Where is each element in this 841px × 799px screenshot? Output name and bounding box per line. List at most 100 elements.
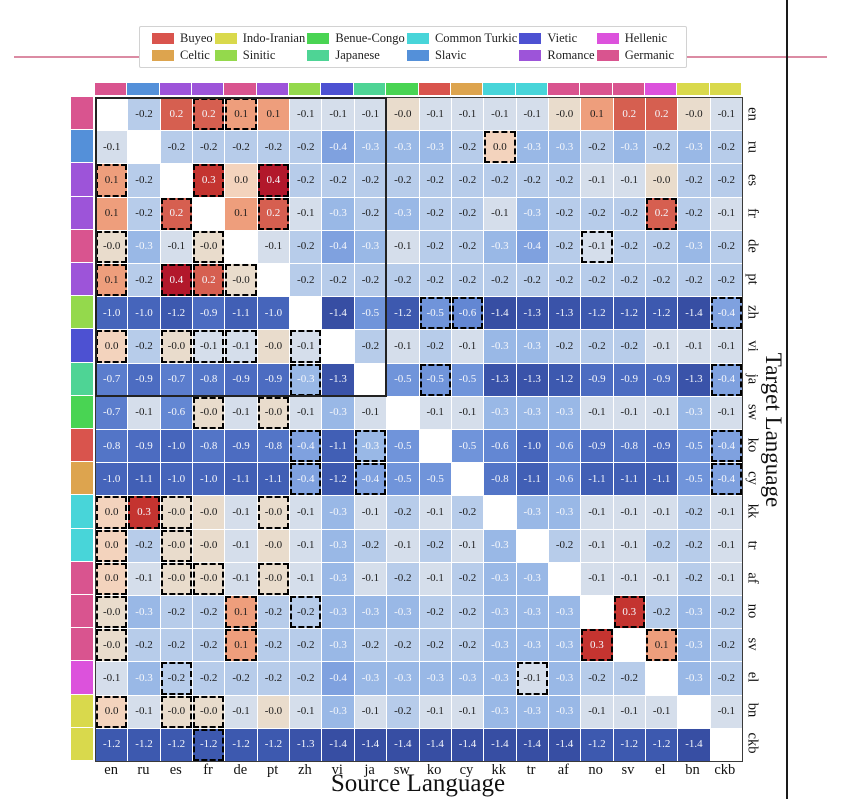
heatmap-cell-bn-cy: -0.1 [451, 695, 484, 728]
heatmap-cell-pt-ko: -0.2 [419, 264, 451, 297]
heatmap-cell-pt-es: 0.4 [160, 264, 193, 297]
legend-swatch-vietic [519, 33, 542, 44]
row-family-swatch-fr [71, 196, 93, 229]
heatmap-cell-ja-tr: -1.3 [516, 363, 548, 396]
heatmap-cell-tr-sw: -0.1 [387, 529, 419, 562]
heatmap-cell-vi-de: -0.1 [225, 330, 257, 363]
column-family-swatch-sv [612, 83, 644, 95]
heatmap-cell-es-ja: -0.2 [354, 164, 387, 197]
heatmap-cell-vi-bn: -0.1 [678, 330, 710, 363]
legend-label: Romance [547, 48, 595, 63]
legend-swatch-common-turkic [406, 33, 429, 44]
heatmap-cell-ckb-zh: -1.3 [290, 728, 322, 761]
y-tick-label-es: es [744, 173, 761, 186]
heatmap-cell-el-no: -0.2 [581, 662, 613, 695]
heatmap-cell-bn-ckb: -0.1 [710, 695, 742, 728]
heatmap-cell-ckb-ko: -1.4 [419, 728, 451, 761]
heatmap-cell-bn-ru: -0.1 [128, 695, 160, 728]
heatmap-cell-zh-cy: -0.6 [451, 297, 484, 330]
heatmap-cell-sv-zh: -0.2 [290, 629, 322, 662]
heatmap-cell-bn-de: -0.1 [225, 695, 257, 728]
column-family-swatch-zh [289, 83, 321, 95]
heatmap-cell-ckb-ja: -1.4 [354, 728, 387, 761]
heatmap-cell-vi-ru: -0.2 [128, 330, 160, 363]
heatmap-cell-ja-zh: -0.3 [290, 363, 322, 396]
heatmap-cell-bn-pt: -0.0 [257, 695, 290, 728]
heatmap-cell-en-cy: -0.1 [451, 98, 484, 131]
heatmap-cell-ko-sv: -0.8 [613, 430, 645, 463]
heatmap-cell-ru-no: -0.2 [581, 131, 613, 164]
heatmap-cell-bn-bn [678, 695, 710, 728]
heatmap-cell-ckb-es: -1.2 [160, 728, 193, 761]
heatmap-cell-el-bn: -0.3 [678, 662, 710, 695]
heatmap-cell-sw-es: -0.6 [160, 396, 193, 429]
heatmap-cell-pt-vi: -0.2 [322, 264, 354, 297]
heatmap-cell-ckb-pt: -1.2 [257, 728, 290, 761]
y-tick-label-el: el [744, 671, 761, 683]
heatmap-cell-ru-ckb: -0.2 [710, 131, 742, 164]
heatmap-cell-sv-fr: -0.2 [193, 629, 225, 662]
heatmap-cell-kk-no: -0.1 [581, 496, 613, 529]
heatmap-cell-zh-sw: -1.2 [387, 297, 419, 330]
heatmap-cell-ckb-ru: -1.2 [128, 728, 160, 761]
heatmap-cell-ja-en: -0.7 [96, 363, 128, 396]
column-family-swatch-bn [677, 83, 709, 95]
heatmap-cell-cy-tr: -1.1 [516, 463, 548, 496]
heatmap-cell-sw-el: -0.1 [645, 396, 678, 429]
row-family-swatch-ko [71, 429, 93, 462]
legend-label: Germanic [624, 48, 674, 63]
heatmap-cell-kk-pt: -0.0 [257, 496, 290, 529]
heatmap-cell-no-ja: -0.3 [354, 596, 387, 629]
row-family-swatch-sw [71, 395, 93, 428]
heatmap-cell-en-pt: 0.1 [257, 98, 290, 131]
y-tick-label-sw: sw [744, 403, 761, 420]
heatmap-cell-el-sv: -0.2 [613, 662, 645, 695]
heatmap-cell-de-vi: -0.4 [322, 230, 354, 263]
heatmap-cell-bn-en: 0.0 [96, 695, 128, 728]
heatmap-cell-tr-vi: -0.3 [322, 529, 354, 562]
heatmap-cell-sw-kk: -0.3 [484, 396, 516, 429]
heatmap-cell-ru-de: -0.2 [225, 131, 257, 164]
heatmap-cell-sw-tr: -0.3 [516, 396, 548, 429]
heatmap-cell-bn-sw: -0.2 [387, 695, 419, 728]
heatmap-cell-ja-el: -0.9 [645, 363, 678, 396]
heatmap-cell-af-sv: -0.1 [613, 562, 645, 595]
heatmap-cell-bn-vi: -0.3 [322, 695, 354, 728]
heatmap-cell-af-de: -0.1 [225, 562, 257, 595]
heatmap-cell-ckb-en: -1.2 [96, 728, 128, 761]
legend-entry-slavic: Slavic [406, 48, 517, 63]
heatmap-cell-ja-es: -0.7 [160, 363, 193, 396]
heatmap-cell-no-de: 0.1 [225, 596, 257, 629]
x-tick-label-fr: fr [203, 762, 213, 778]
legend-label: Celtic [180, 48, 210, 63]
heatmap-cell-en-tr: -0.1 [516, 98, 548, 131]
heatmap-cell-kk-zh: -0.1 [290, 496, 322, 529]
heatmap-cell-es-pt: 0.4 [257, 164, 290, 197]
heatmap-cell-es-kk: -0.2 [484, 164, 516, 197]
heatmap-cell-ru-ru [128, 131, 160, 164]
legend-label: Vietic [547, 31, 578, 46]
heatmap-cell-af-fr: -0.0 [193, 562, 225, 595]
row-family-swatch-kk [71, 495, 93, 528]
heatmap-cell-el-zh: -0.2 [290, 662, 322, 695]
heatmap-cell-sw-de: -0.1 [225, 396, 257, 429]
heatmap-cell-sv-kk: -0.3 [484, 629, 516, 662]
column-family-swatch-no [580, 83, 612, 95]
y-tick-label-fr: fr [744, 208, 761, 218]
heatmap-cell-ko-cy: -0.5 [451, 430, 484, 463]
y-tick-label-ko: ko [744, 437, 761, 453]
heatmap-cell-fr-sw: -0.3 [387, 197, 419, 230]
heatmap-cell-no-cy: -0.2 [451, 596, 484, 629]
heatmap-cell-sw-sv: -0.1 [613, 396, 645, 429]
y-tick-label-ckb: ckb [744, 732, 761, 754]
heatmap-cell-ru-ja: -0.3 [354, 131, 387, 164]
heatmap-cell-pt-sw: -0.2 [387, 264, 419, 297]
heatmap-cell-kk-bn: -0.2 [678, 496, 710, 529]
legend-column: Indo-Iranian Sinitic [214, 31, 305, 63]
heatmap-cell-ko-ja: -0.3 [354, 430, 387, 463]
heatmap-cell-no-no [581, 596, 613, 629]
heatmap-cell-en-ru: -0.2 [128, 98, 160, 131]
legend-swatch-benue-congo [307, 33, 330, 44]
column-family-swatch-ko [418, 83, 450, 95]
heatmap-cell-ja-sw: -0.5 [387, 363, 419, 396]
